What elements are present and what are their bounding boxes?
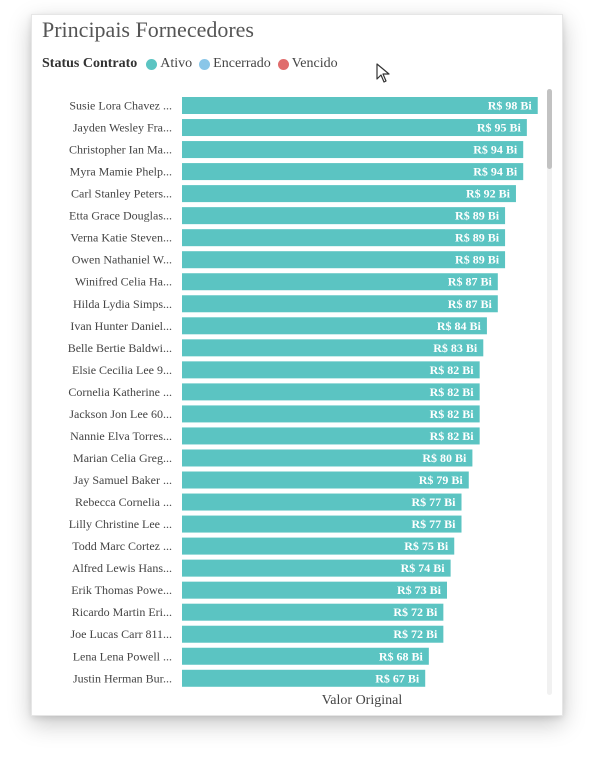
category-label-17: Jay Samuel Baker ... (73, 473, 172, 487)
bar-19[interactable] (182, 515, 462, 533)
mouse-pointer-icon (376, 63, 390, 83)
category-label-0: Susie Lora Chavez ... (69, 99, 172, 113)
scrollbar-thumb[interactable] (547, 89, 552, 169)
x-axis-title: Valor Original (321, 693, 403, 708)
category-label-4: Carl Stanley Peters... (71, 187, 172, 201)
bar-5[interactable] (182, 207, 506, 225)
data-label-4: R$ 92 Bi (466, 187, 511, 201)
bar-4[interactable] (182, 185, 516, 203)
bar-1[interactable] (182, 119, 527, 137)
data-label-21: R$ 74 Bi (401, 561, 446, 575)
data-label-8: R$ 87 Bi (448, 275, 493, 289)
bar-18[interactable] (182, 493, 462, 511)
category-label-18: Rebecca Cornelia ... (75, 495, 172, 509)
category-label-25: Lena Lena Powell ... (73, 649, 172, 663)
bar-21[interactable] (182, 559, 451, 577)
legend-dot-vencido (277, 58, 289, 70)
bar-9[interactable] (182, 295, 498, 313)
bar-22[interactable] (182, 581, 447, 599)
data-label-22: R$ 73 Bi (397, 583, 442, 597)
data-label-11: R$ 83 Bi (433, 341, 478, 355)
legend-dot-encerrado (199, 58, 211, 70)
bar-20[interactable] (182, 537, 455, 555)
bar-0[interactable] (182, 97, 538, 114)
bar-8[interactable] (182, 273, 498, 291)
data-label-9: R$ 87 Bi (448, 297, 493, 311)
category-label-14: Jackson Jon Lee 60... (69, 407, 172, 421)
legend-item-encerrado[interactable]: Encerrado (199, 56, 271, 72)
category-label-1: Jayden Wesley Fra... (73, 121, 172, 135)
data-label-18: R$ 77 Bi (411, 495, 456, 509)
bar-15[interactable] (182, 427, 480, 445)
data-label-5: R$ 89 Bi (455, 209, 500, 223)
category-label-20: Todd Marc Cortez ... (72, 539, 172, 553)
category-label-7: Owen Nathaniel W... (72, 253, 172, 267)
legend-item-vencido[interactable]: Vencido (277, 56, 338, 72)
bar-26[interactable] (182, 669, 426, 687)
category-label-3: Myra Mamie Phelp... (70, 165, 172, 179)
data-label-24: R$ 72 Bi (393, 627, 438, 641)
data-label-12: R$ 82 Bi (430, 363, 475, 377)
bar-17[interactable] (182, 471, 469, 489)
bar-10[interactable] (182, 317, 487, 335)
category-label-15: Nannie Elva Torres... (70, 429, 172, 443)
category-label-11: Belle Bertie Baldwi... (68, 341, 172, 355)
data-label-20: R$ 75 Bi (404, 539, 449, 553)
category-label-8: Winifred Celia Ha... (75, 275, 172, 289)
category-label-24: Joe Lucas Carr 811... (70, 627, 172, 641)
bar-chart: R$ 98 Bi Susie Lora Chavez ... R$ 95 Bi Jay… (68, 97, 538, 687)
category-label-21: Alfred Lewis Hans... (72, 561, 172, 575)
data-label-16: R$ 80 Bi (422, 451, 467, 465)
data-label-0: R$ 98 Bi (488, 99, 533, 113)
legend-dot-ativo (146, 58, 158, 70)
data-label-1: R$ 95 Bi (477, 121, 522, 135)
legend-label-encerrado: Encerrado (213, 56, 271, 71)
category-label-9: Hilda Lydia Simps... (73, 297, 172, 311)
legend-label-vencido: Vencido (291, 56, 338, 71)
bar-3[interactable] (182, 163, 524, 181)
bar-6[interactable] (182, 229, 506, 247)
category-label-19: Lilly Christine Lee ... (69, 517, 172, 531)
data-label-10: R$ 84 Bi (437, 319, 482, 333)
category-label-5: Etta Grace Douglas... (69, 209, 172, 223)
category-label-12: Elsie Cecilia Lee 9... (72, 363, 172, 377)
data-label-25: R$ 68 Bi (379, 649, 424, 663)
bar-14[interactable] (182, 405, 480, 423)
bar-12[interactable] (182, 361, 480, 379)
category-label-26: Justin Herman Bur... (73, 671, 172, 685)
category-label-6: Verna Katie Steven... (70, 231, 172, 245)
category-label-23: Ricardo Martin Eri... (72, 605, 172, 619)
bar-24[interactable] (182, 625, 444, 643)
data-label-19: R$ 77 Bi (411, 517, 456, 531)
data-label-26: R$ 67 Bi (375, 671, 420, 685)
chart-title: Principais Fornecedores (42, 17, 254, 42)
data-label-3: R$ 94 Bi (473, 165, 518, 179)
legend-label-ativo: Ativo (160, 56, 193, 71)
bar-25[interactable] (182, 647, 429, 665)
legend-item-ativo[interactable]: Ativo (146, 56, 192, 72)
visual-card[interactable]: Principais Fornecedores Status Contrato … (31, 14, 563, 716)
category-label-13: Cornelia Katherine ... (68, 385, 172, 399)
scrollbar-track[interactable] (547, 89, 552, 695)
data-label-23: R$ 72 Bi (393, 605, 438, 619)
category-label-2: Christopher Ian Ma... (69, 143, 172, 157)
data-label-14: R$ 82 Bi (430, 407, 475, 421)
data-label-17: R$ 79 Bi (419, 473, 464, 487)
category-label-16: Marian Celia Greg... (73, 451, 172, 465)
data-label-2: R$ 94 Bi (473, 143, 518, 157)
bar-13[interactable] (182, 383, 480, 401)
data-label-13: R$ 82 Bi (430, 385, 475, 399)
data-label-15: R$ 82 Bi (430, 429, 475, 443)
category-label-22: Erik Thomas Powe... (71, 583, 172, 597)
legend-title: Status Contrato (42, 56, 138, 71)
bar-16[interactable] (182, 449, 473, 467)
category-label-10: Ivan Hunter Daniel... (70, 319, 172, 333)
bar-23[interactable] (182, 603, 444, 621)
bar-11[interactable] (182, 339, 484, 357)
data-label-6: R$ 89 Bi (455, 231, 500, 245)
data-label-7: R$ 89 Bi (455, 253, 500, 267)
bar-7[interactable] (182, 251, 506, 269)
legend: Status Contrato Ativo Encerrado Vencido (42, 56, 345, 72)
bar-2[interactable] (182, 141, 524, 159)
